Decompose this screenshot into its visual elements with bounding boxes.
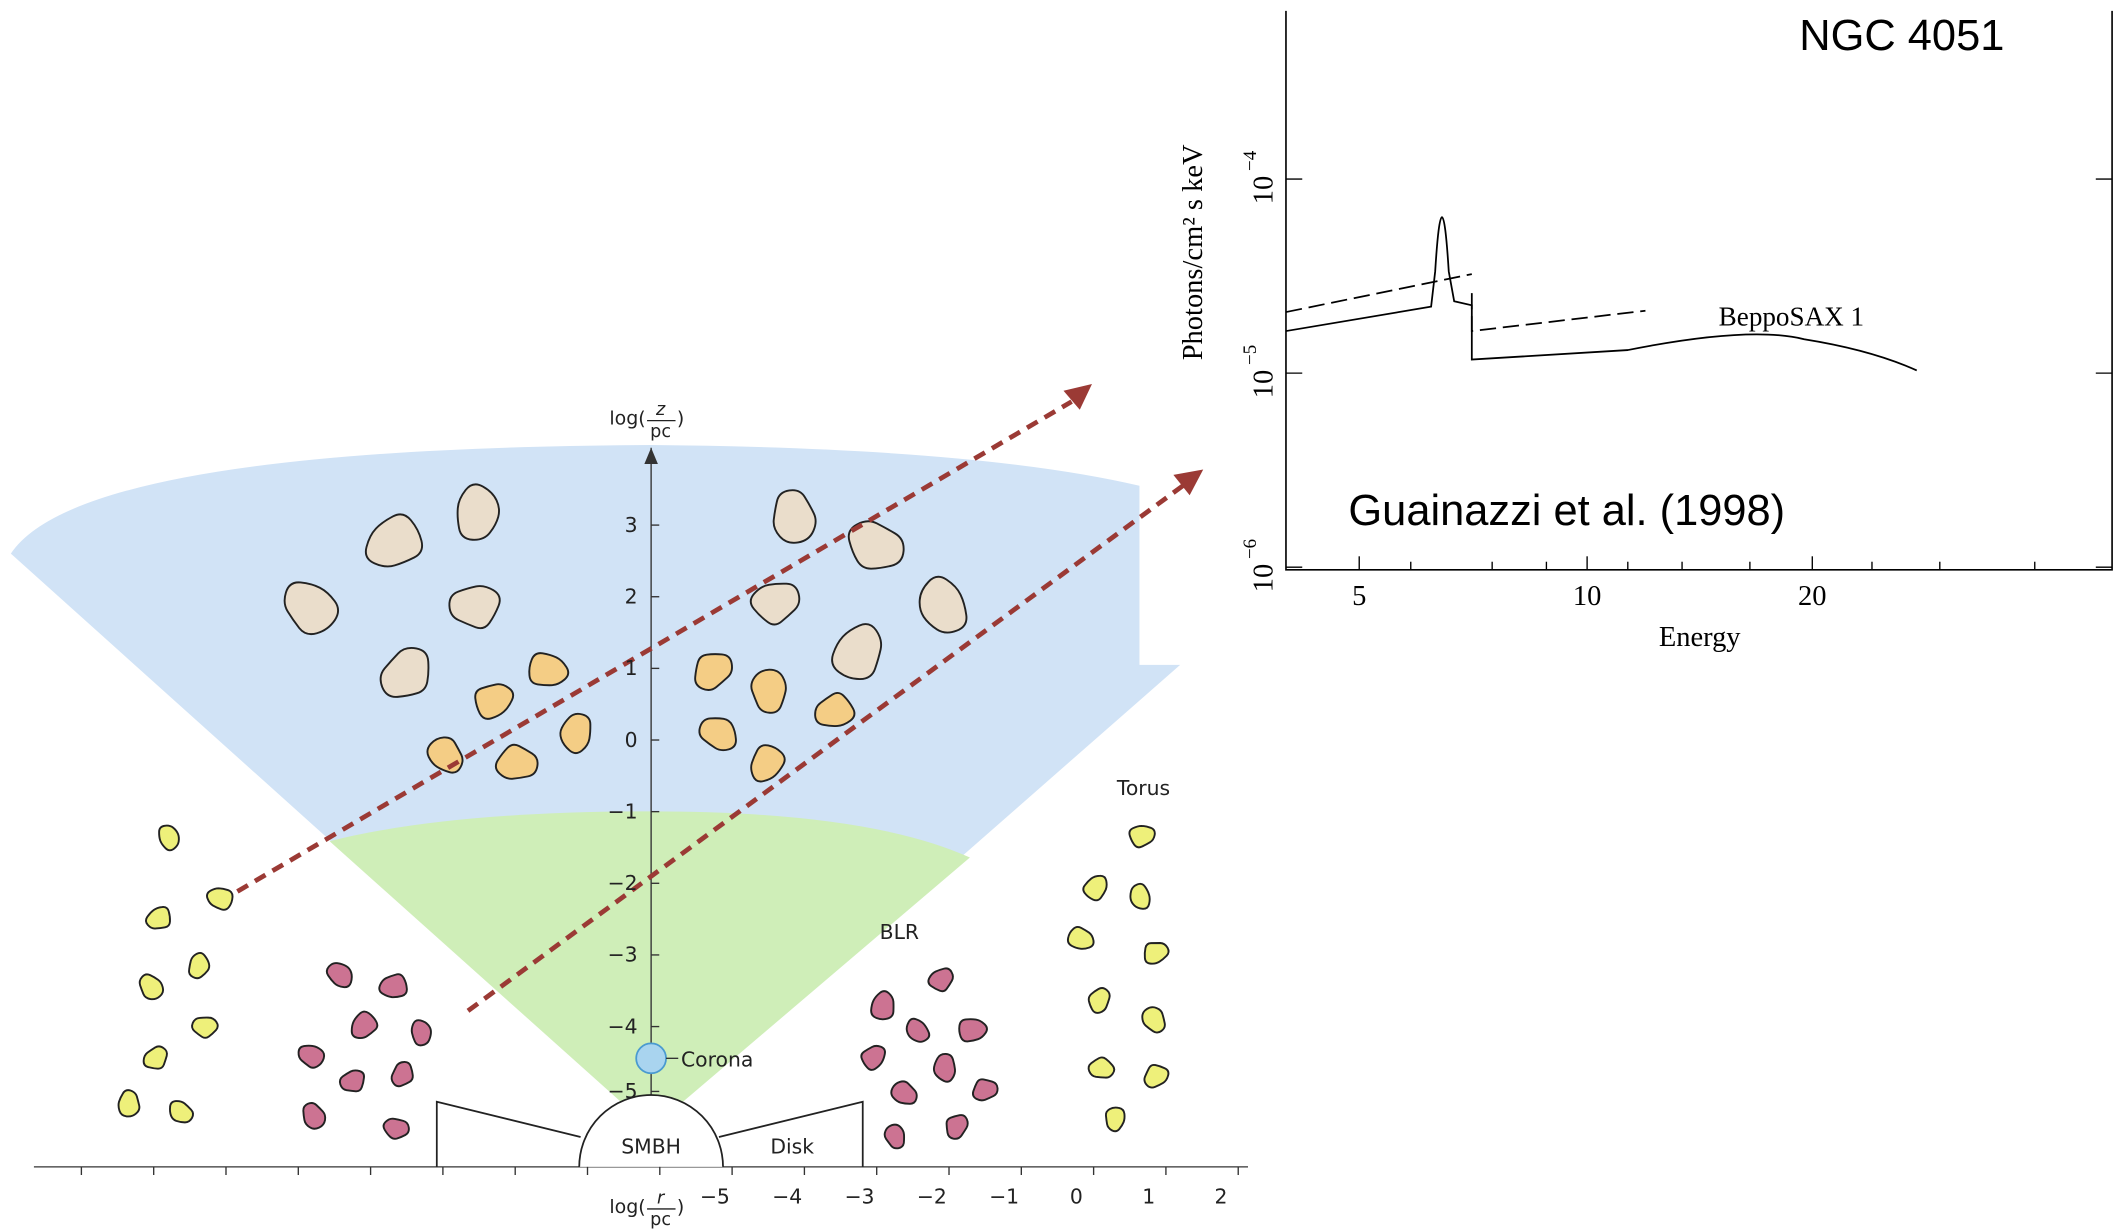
blr-cloud [885,1125,904,1149]
blr-cloud [934,1054,955,1082]
z-label-suffix: ) [677,408,684,430]
y-tick-exp: −6 [1240,539,1261,559]
x-tick-label: 20 [1798,581,1826,612]
z-label-den: pc [650,422,671,442]
r-label-suffix: ) [677,1196,684,1218]
plot-title: NGC 4051 [1799,12,2004,60]
z-label-prefix: log( [609,408,645,430]
model-curve [1286,217,1917,370]
torus-cloud [1068,927,1094,949]
blr-cloud [299,1046,325,1068]
blr-cloud [340,1070,364,1091]
r-label-den: pc [650,1210,671,1230]
blr-cloud [861,1046,885,1070]
plot-frame [1286,11,2112,570]
z-axis-label: log( z pc ) [609,400,684,442]
r-label-num: r [657,1189,666,1209]
torus-cloud [1130,884,1149,909]
corona-label: Corona [681,1047,753,1071]
torus-cloud [1142,1007,1165,1032]
z-tick-label: −2 [608,871,638,895]
torus-cloud [1129,826,1154,847]
y-tick-base: 10 [1248,176,1279,204]
disk-label: Disk [770,1134,814,1158]
torus-cloud [1106,1108,1125,1132]
torus-cloud [170,1101,193,1122]
torus-cloud [192,1018,218,1038]
smbh-label: SMBH [621,1134,681,1158]
blr-cloud [392,1062,413,1086]
r-axis-label: log( r pc ) [609,1189,684,1231]
disk-left [437,1102,581,1167]
z-tick-label: −1 [608,799,638,823]
curve-label: BeppoSAX 1 [1719,302,1864,332]
torus-cloud [207,888,233,909]
torus-label: Torus [1116,776,1170,800]
torus-cloud [1144,1065,1168,1088]
z-tick-label: 2 [625,585,638,609]
r-tick-label: 0 [1070,1185,1083,1209]
torus-cloud [1145,943,1169,964]
blr-cloud [327,963,352,987]
y-tick-exp: −4 [1240,150,1261,171]
corona [636,1043,666,1073]
y-axis-label: Photons/cm² s keV [1178,144,1209,360]
blr-cloud [907,1019,930,1042]
r-tick-label: −2 [917,1185,947,1209]
y-tick-base: 10 [1248,564,1279,592]
torus-cloud [140,974,163,999]
x-tick-label: 5 [1352,581,1366,612]
blr-cloud [379,974,407,997]
agn-diagram: Corona SMBH Disk BLR Torus log( z pc ) l… [11,384,1248,1230]
y-tick-label: 10−4 [1240,150,1279,204]
r-label-prefix: log( [609,1196,645,1218]
r-tick-label: −5 [700,1185,730,1209]
z-tick-label: 3 [625,513,638,537]
blr-cloud [352,1012,378,1039]
blr-label: BLR [880,920,919,944]
r-tick-label: 1 [1142,1185,1155,1209]
torus-cloud [1089,1057,1115,1077]
blr-cloud [871,991,893,1019]
citation: Guainazzi et al. (1998) [1348,487,1785,535]
z-tick-label: 0 [625,728,638,752]
spectrum-plot: NGC 4051 Guainazzi et al. (1998) BeppoSA… [1178,11,2112,653]
blr-cloud [973,1079,998,1100]
r-tick-label: 2 [1215,1185,1228,1209]
figure: Corona SMBH Disk BLR Torus log( z pc ) l… [0,0,2127,1232]
z-tick-label: 1 [625,656,638,680]
y-tick-label: 10−5 [1240,345,1279,398]
z-tick-label: −5 [608,1079,638,1103]
z-tick-label: −4 [608,1014,638,1038]
blr-cloud [891,1081,916,1103]
blr-region [330,811,970,1128]
torus-cloud [159,826,179,851]
r-tick-label: −4 [772,1185,802,1209]
x-tick-label: 10 [1573,581,1601,612]
torus-cloud [144,1046,167,1068]
blr-cloud [412,1020,431,1045]
z-tick-label: −3 [608,943,638,967]
blr-cloud [303,1103,325,1129]
x-axis-label: Energy [1659,622,1741,653]
torus-cloud [189,953,209,978]
r-tick-label: −1 [989,1185,1019,1209]
blr-cloud [947,1115,968,1139]
y-tick-exp: −5 [1240,345,1261,365]
torus-cloud [119,1090,140,1116]
y-tick-label: 10−6 [1240,539,1279,592]
r-tick-label: −3 [844,1185,874,1209]
blr-cloud [959,1019,987,1041]
torus-cloud [146,907,170,929]
torus-cloud [1089,988,1110,1013]
z-label-num: z [655,400,666,420]
blr-cloud [928,968,953,991]
y-tick-base: 10 [1248,370,1279,398]
blr-cloud [384,1119,409,1139]
torus-cloud [1083,876,1106,901]
